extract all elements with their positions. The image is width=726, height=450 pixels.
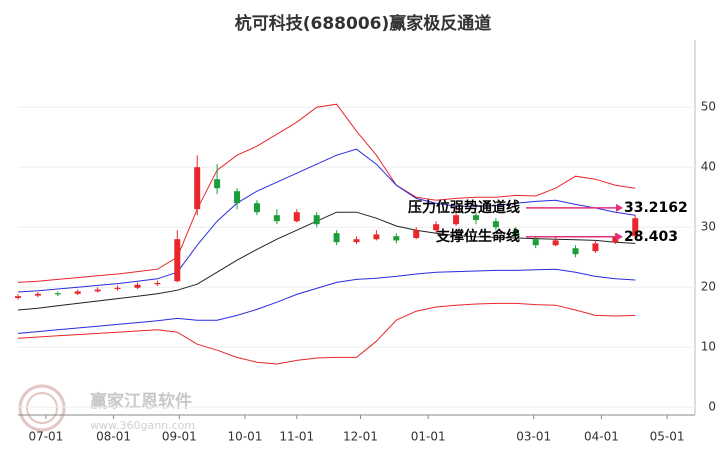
candle-body — [413, 230, 420, 238]
candle-body — [194, 167, 201, 210]
x-tick-label: 08-01 — [96, 430, 131, 444]
arrow-head — [616, 232, 623, 241]
x-tick-label: 10-01 — [228, 430, 263, 444]
y-tick-label: 0 — [708, 400, 716, 414]
candle-body — [134, 284, 141, 288]
annotation-label: 压力位强势通道线 — [408, 199, 520, 216]
candle-body — [214, 179, 221, 189]
annotation-value: 28.403 — [624, 229, 678, 245]
x-tick-label: 04-01 — [584, 430, 619, 444]
candle-body — [253, 203, 260, 213]
candle-body — [293, 212, 300, 222]
candle-body — [94, 289, 101, 292]
annotation-value: 33.2162 — [624, 200, 688, 216]
candle-body — [552, 240, 559, 246]
candle-body — [492, 221, 499, 228]
watermark-logo — [18, 384, 66, 432]
x-tick-label: 01-01 — [411, 430, 446, 444]
candle-body — [15, 296, 21, 298]
candle-body — [612, 236, 619, 243]
y-tick-label: 30 — [701, 220, 716, 234]
candle-body — [632, 218, 639, 237]
candle-body — [393, 236, 400, 241]
candle-body — [54, 293, 61, 295]
watermark-url: www.360gann.com — [90, 419, 195, 432]
candle-body — [453, 215, 460, 225]
y-tick-label: 40 — [701, 160, 716, 174]
x-tick-label: 12-01 — [343, 430, 378, 444]
x-tick-label: 05-01 — [650, 430, 685, 444]
candle-body — [154, 283, 161, 285]
candle-body — [353, 239, 360, 243]
x-tick-label: 03-01 — [516, 430, 551, 444]
y-tick-label: 20 — [701, 280, 716, 294]
channel-line — [17, 103, 636, 283]
watermark: 赢家江恩软件 — [90, 391, 192, 412]
candle-body — [472, 215, 479, 220]
channel-line — [17, 302, 636, 365]
candle-body — [234, 191, 241, 204]
y-tick-label: 50 — [701, 100, 716, 114]
x-tick-label: 11-01 — [279, 430, 314, 444]
candle-body — [313, 215, 320, 225]
candle-body — [572, 248, 579, 255]
x-tick-label: 07-01 — [28, 430, 63, 444]
annotation-label: 支撑位生命线 — [435, 228, 520, 245]
candle-body — [373, 234, 380, 240]
x-tick-label: 09-01 — [162, 430, 197, 444]
candle-body — [114, 287, 121, 289]
candle-body — [532, 239, 539, 246]
candle-body — [592, 243, 599, 252]
channel-line — [17, 268, 636, 334]
channel-line — [17, 148, 636, 293]
arrow-head — [616, 203, 623, 212]
y-tick-label: 10 — [701, 340, 716, 354]
candle-body — [433, 224, 440, 231]
candle-body — [273, 215, 280, 222]
candle-body — [333, 233, 340, 243]
chart-title: 杭可科技(688006)赢家极反通道 — [235, 13, 492, 34]
channel-line — [17, 211, 636, 311]
candle-body — [74, 291, 81, 294]
candle-body — [174, 239, 181, 282]
candle-body — [34, 293, 41, 296]
candle-body — [512, 230, 519, 237]
